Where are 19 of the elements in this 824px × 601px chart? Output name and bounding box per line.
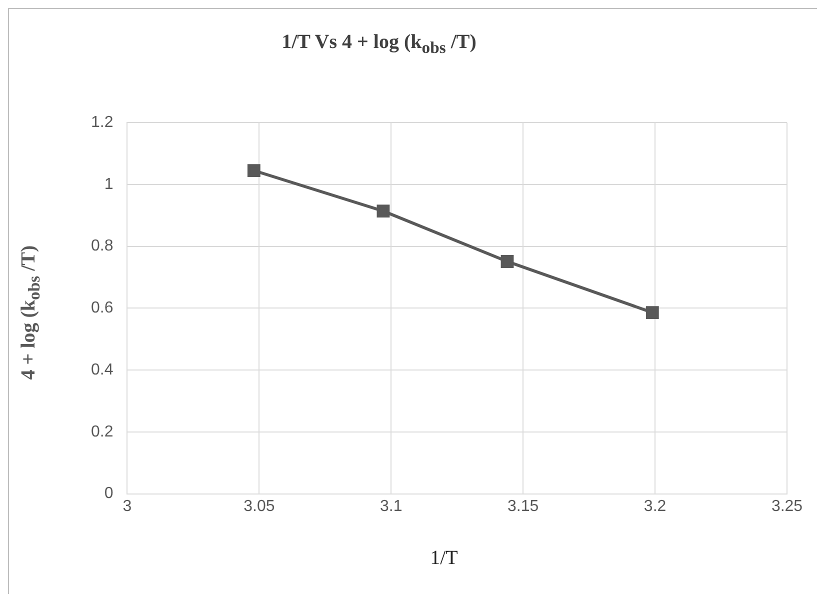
y-tick-label: 1 xyxy=(104,176,114,193)
y-tick-label: 0.2 xyxy=(90,423,114,440)
x-tick-label: 3.05 xyxy=(244,498,275,515)
point xyxy=(247,164,260,177)
y-tick-label: 0 xyxy=(104,485,114,502)
x-tick-label: 3.1 xyxy=(380,498,402,515)
x-tick-label: 3.15 xyxy=(508,498,539,515)
y-tick-label: 1.2 xyxy=(90,114,114,132)
y-tick-label: 0.4 xyxy=(90,361,114,378)
x-tick-label: 3.2 xyxy=(644,498,666,515)
x-tick-label: 3 xyxy=(122,498,132,515)
chart-title: 1/T Vs 4 + log (k$_{obs}$ /T) xyxy=(280,31,478,58)
point xyxy=(500,255,514,268)
y-tick-label: 0.6 xyxy=(90,300,114,317)
point xyxy=(646,306,659,319)
point xyxy=(376,204,390,218)
y-tick-label: 0.8 xyxy=(90,238,114,255)
x-tick-label: 3.25 xyxy=(771,498,803,515)
x-axis-title: 1/T xyxy=(429,547,459,570)
